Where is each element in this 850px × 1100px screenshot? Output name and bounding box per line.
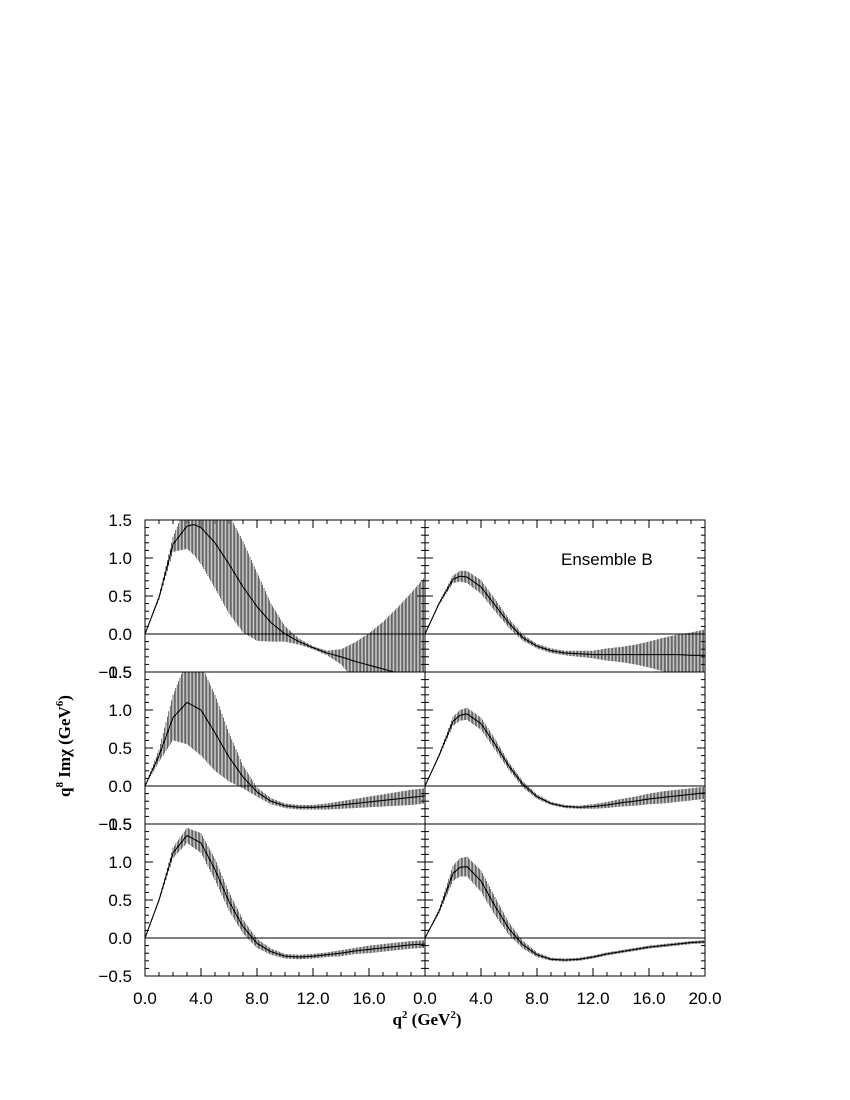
panel-r2-c1: [145, 672, 425, 810]
y-axis-title: q8 Imχ (GeV6): [54, 695, 74, 797]
y-tick-label: 0.5: [108, 587, 132, 606]
x-tick-label: 0.0: [133, 989, 157, 1008]
x-tick-label: 8.0: [245, 989, 269, 1008]
x-axis-title: q2 (GeV2): [392, 1009, 461, 1029]
y-tick-label: 1.5: [108, 815, 132, 834]
panel-r1-c2: [425, 570, 705, 672]
x-tick-label: 20.0: [688, 989, 721, 1008]
series-line: [425, 713, 705, 808]
x-tick-label: 4.0: [469, 989, 493, 1008]
y-tick-label: 0.0: [108, 625, 132, 644]
panel-r3-c1: [145, 827, 425, 960]
error-band: [428, 570, 705, 672]
y-tick-label: 1.0: [108, 853, 132, 872]
series-line: [145, 523, 397, 672]
error-band: [146, 672, 425, 810]
y-tick-label: −0.5: [98, 663, 132, 682]
x-tick-label: 16.0: [352, 989, 385, 1008]
y-tick-label: 1.0: [108, 701, 132, 720]
y-tick-label: 0.5: [108, 739, 132, 758]
x-tick-label: 8.0: [525, 989, 549, 1008]
axes-layer: 1.51.00.50.0−0.51.51.00.50.0−0.51.51.00.…: [98, 511, 721, 1008]
y-tick-label: 1.5: [108, 663, 132, 682]
y-tick-label: −0.5: [98, 967, 132, 986]
x-tick-label: 12.0: [296, 989, 329, 1008]
y-tick-label: 1.5: [108, 511, 132, 530]
error-band: [148, 827, 425, 960]
y-tick-label: 1.0: [108, 549, 132, 568]
series-line: [145, 834, 425, 958]
y-tick-label: 0.5: [108, 891, 132, 910]
x-tick-label: 0.0: [413, 989, 437, 1008]
panels-layer: [145, 520, 705, 962]
tick-marks: [144, 519, 706, 977]
series-line: [425, 575, 705, 656]
series-line: [145, 701, 425, 808]
y-tick-label: 0.0: [108, 929, 132, 948]
y-tick-label: −0.5: [98, 815, 132, 834]
error-band: [147, 520, 425, 672]
series-line: [425, 865, 705, 961]
x-tick-label: 12.0: [576, 989, 609, 1008]
panel-r1-c1: [145, 520, 425, 672]
panel-r3-c2: [425, 856, 705, 962]
x-tick-label: 16.0: [632, 989, 665, 1008]
y-tick-label: 0.0: [108, 777, 132, 796]
error-band: [428, 707, 705, 809]
x-tick-label: 4.0: [189, 989, 213, 1008]
ensemble-annotation: Ensemble B: [561, 550, 653, 569]
panel-r2-c2: [425, 707, 705, 809]
